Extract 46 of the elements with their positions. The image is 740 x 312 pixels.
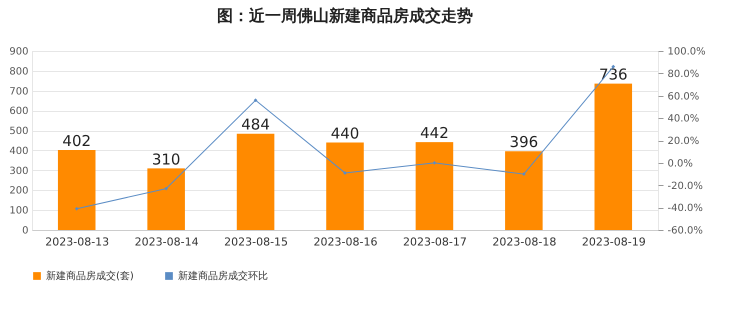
data-label: 402 xyxy=(62,132,92,150)
point xyxy=(432,161,436,165)
point xyxy=(254,98,258,102)
y2-tick-label: -20.0% xyxy=(668,180,703,192)
bar xyxy=(58,150,96,230)
x-tick-label: 2023-08-15 xyxy=(224,236,288,248)
y-tick-label: 900 xyxy=(9,46,28,58)
data-label: 484 xyxy=(241,116,270,134)
y-tick-label: 200 xyxy=(9,186,28,197)
y-tick-label: 300 xyxy=(9,166,28,177)
data-label: 396 xyxy=(510,133,538,152)
x-tick-label: 2023-08-17 xyxy=(402,236,467,248)
bar xyxy=(505,151,543,230)
x-tick-label: 2023-08-14 xyxy=(134,236,199,248)
y-tick-label: 800 xyxy=(9,66,28,78)
data-label: 310 xyxy=(152,150,180,168)
y2-tick-label: -40.0% xyxy=(668,203,703,214)
bar xyxy=(326,142,364,230)
y-tick-label: 500 xyxy=(9,126,28,138)
point xyxy=(164,186,168,190)
y2-tick-label: 0.0% xyxy=(668,158,693,170)
y-tick-label: 0 xyxy=(22,226,28,236)
chart-title: 图：近一周佛山新建商品房成交走势 xyxy=(217,6,473,25)
y2-tick-label: 40.0% xyxy=(668,114,700,125)
y-tick-label: 400 xyxy=(9,146,28,157)
x-tick-label: 2023-08-13 xyxy=(45,236,110,248)
legend-label: 新建商品房成交(套) xyxy=(46,270,134,282)
bar xyxy=(416,142,454,230)
y-tick-label: 600 xyxy=(9,106,28,118)
y2-tick-label: -60.0% xyxy=(668,226,703,236)
point xyxy=(522,172,526,176)
legend-label: 新建商品房成交环比 xyxy=(178,270,268,282)
y2-tick-label: 20.0% xyxy=(668,136,700,147)
x-tick-label: 2023-08-16 xyxy=(314,236,378,248)
data-label: 442 xyxy=(420,124,449,142)
y2-tick-label: 60.0% xyxy=(668,91,700,102)
bar xyxy=(594,84,632,230)
data-label: 440 xyxy=(330,124,360,142)
y-tick-label: 100 xyxy=(9,206,28,217)
x-tick-label: 2023-08-19 xyxy=(582,236,646,248)
bar xyxy=(236,134,274,230)
y2-tick-label: 100.0% xyxy=(668,46,706,58)
y2-tick-label: 80.0% xyxy=(668,68,700,80)
y-tick-label: 700 xyxy=(9,86,28,98)
bar xyxy=(147,168,185,230)
x-tick-label: 2023-08-18 xyxy=(492,236,556,248)
